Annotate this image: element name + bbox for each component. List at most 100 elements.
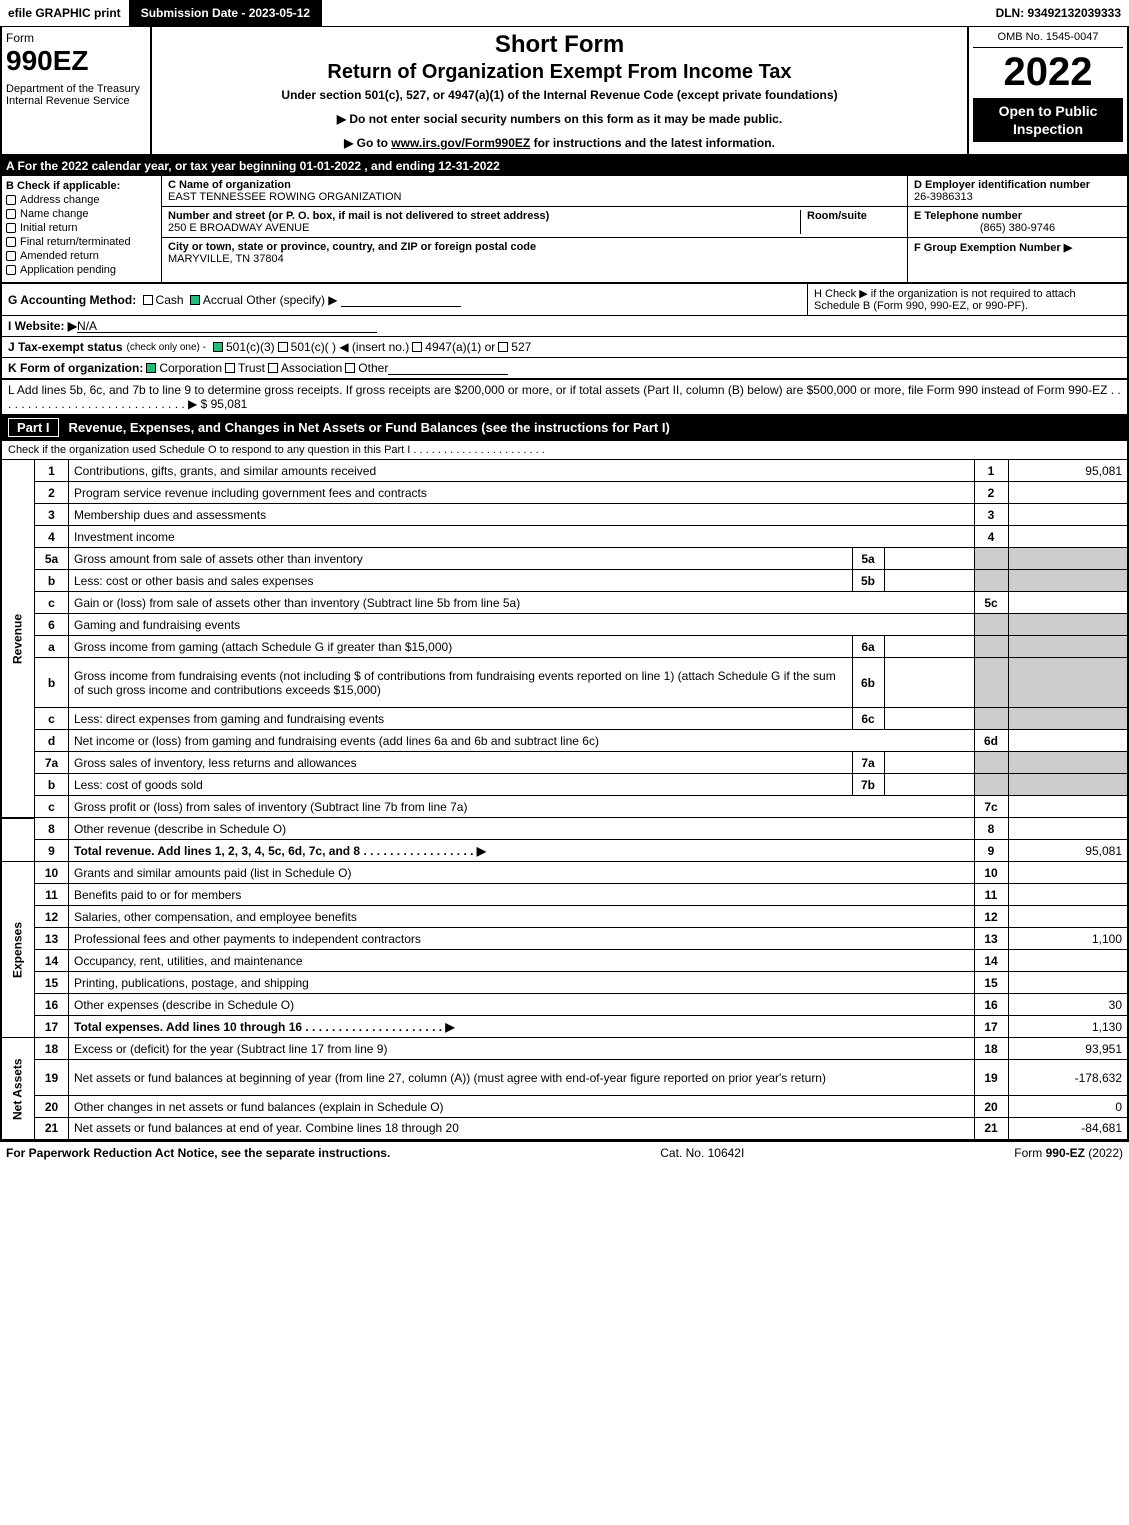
street-label: Number and street (or P. O. box, if mail… bbox=[168, 210, 549, 222]
efile-label: efile GRAPHIC print bbox=[0, 2, 129, 24]
line-1-amount: 95,081 bbox=[1008, 460, 1128, 482]
info-block: B Check if applicable: Address change Na… bbox=[0, 176, 1129, 284]
header-right: OMB No. 1545-0047 2022 Open to Public In… bbox=[967, 27, 1127, 154]
part-1-schedule-o-checkbox[interactable] bbox=[1109, 444, 1121, 456]
cb-application-pending[interactable]: Application pending bbox=[6, 264, 157, 276]
expenses-side-label: Expenses bbox=[1, 862, 35, 1038]
room-label: Room/suite bbox=[807, 210, 867, 222]
cb-association[interactable] bbox=[268, 363, 278, 373]
group-exemption-label: F Group Exemption Number ▶ bbox=[914, 241, 1121, 254]
line-6c-text: Less: direct expenses from gaming and fu… bbox=[69, 708, 853, 730]
line-8-text: Other revenue (describe in Schedule O) bbox=[69, 818, 975, 840]
cb-final-return[interactable]: Final return/terminated bbox=[6, 236, 157, 248]
form-number: 990EZ bbox=[6, 45, 146, 77]
cb-cash[interactable] bbox=[143, 295, 153, 305]
revenue-side-label: Revenue bbox=[1, 460, 35, 818]
line-19-text: Net assets or fund balances at beginning… bbox=[69, 1060, 975, 1096]
cb-initial-return[interactable]: Initial return bbox=[6, 222, 157, 234]
city-label: City or town, state or province, country… bbox=[168, 241, 536, 253]
line-6d-amount bbox=[1008, 730, 1128, 752]
org-name: EAST TENNESSEE ROWING ORGANIZATION bbox=[168, 191, 901, 203]
cb-4947[interactable] bbox=[412, 342, 422, 352]
short-form-title: Short Form bbox=[158, 31, 961, 59]
cb-corporation[interactable] bbox=[146, 363, 156, 373]
line-6-text: Gaming and fundraising events bbox=[69, 614, 975, 636]
cb-name-change[interactable]: Name change bbox=[6, 208, 157, 220]
tax-exempt-label: J Tax-exempt status bbox=[8, 340, 123, 354]
line-12-text: Salaries, other compensation, and employ… bbox=[69, 906, 975, 928]
part-1-pill: Part I bbox=[8, 418, 59, 437]
subtitle: Under section 501(c), 527, or 4947(a)(1)… bbox=[158, 88, 961, 102]
phone-value: (865) 380-9746 bbox=[914, 222, 1121, 234]
other-org-line[interactable] bbox=[388, 361, 508, 375]
cb-501c[interactable] bbox=[278, 342, 288, 352]
line-20-text: Other changes in net assets or fund bala… bbox=[69, 1096, 975, 1118]
line-18-amount: 93,951 bbox=[1008, 1038, 1128, 1060]
accounting-method-label: G Accounting Method: bbox=[8, 293, 136, 307]
line-16-text: Other expenses (describe in Schedule O) bbox=[69, 994, 975, 1016]
line-6a-text: Gross income from gaming (attach Schedul… bbox=[69, 636, 853, 658]
line-4-text: Investment income bbox=[69, 526, 975, 548]
row-g-h: G Accounting Method: Cash Accrual Other … bbox=[2, 284, 1127, 316]
line-7c-text: Gross profit or (loss) from sales of inv… bbox=[69, 796, 975, 818]
line-4-amount bbox=[1008, 526, 1128, 548]
cb-amended-return[interactable]: Amended return bbox=[6, 250, 157, 262]
line-7b-mini-amount bbox=[884, 774, 974, 796]
line-16-amount: 30 bbox=[1008, 994, 1128, 1016]
line-14-amount bbox=[1008, 950, 1128, 972]
line-6b-text: Gross income from fundraising events (no… bbox=[69, 658, 853, 708]
part-1-sub: Check if the organization used Schedule … bbox=[0, 441, 1129, 459]
website-label: I Website: ▶ bbox=[8, 319, 77, 333]
line-14-text: Occupancy, rent, utilities, and maintena… bbox=[69, 950, 975, 972]
open-inspection-badge: Open to Public Inspection bbox=[973, 98, 1123, 142]
line-6a-mini-amount bbox=[884, 636, 974, 658]
line-8-amount bbox=[1008, 818, 1128, 840]
section-a-bar: A For the 2022 calendar year, or tax yea… bbox=[0, 156, 1129, 176]
row-k: K Form of organization: Corporation Trus… bbox=[2, 358, 1127, 378]
footer-catalog: Cat. No. 10642I bbox=[660, 1146, 744, 1160]
part-1-table: Revenue 1 Contributions, gifts, grants, … bbox=[0, 459, 1129, 1141]
mid-rows: G Accounting Method: Cash Accrual Other … bbox=[0, 284, 1129, 380]
org-name-label: C Name of organization bbox=[168, 179, 291, 191]
line-13-text: Professional fees and other payments to … bbox=[69, 928, 975, 950]
line-7a-mini-amount bbox=[884, 752, 974, 774]
cb-501c3[interactable] bbox=[213, 342, 223, 352]
row-j: J Tax-exempt status (check only one) - 5… bbox=[2, 337, 1127, 358]
other-specify-line[interactable] bbox=[341, 293, 461, 307]
line-1-text: Contributions, gifts, grants, and simila… bbox=[69, 460, 975, 482]
irs-link[interactable]: www.irs.gov/Form990EZ bbox=[391, 136, 530, 150]
phone-label: E Telephone number bbox=[914, 210, 1121, 222]
cb-address-change[interactable]: Address change bbox=[6, 194, 157, 206]
city-value: MARYVILLE, TN 37804 bbox=[168, 253, 901, 265]
cb-trust[interactable] bbox=[225, 363, 235, 373]
line-20-amount: 0 bbox=[1008, 1096, 1128, 1118]
cb-other-org[interactable] bbox=[345, 363, 355, 373]
tax-year: 2022 bbox=[973, 52, 1123, 92]
line-5c-amount bbox=[1008, 592, 1128, 614]
cb-accrual[interactable] bbox=[190, 295, 200, 305]
line-2-amount bbox=[1008, 482, 1128, 504]
line-11-text: Benefits paid to or for members bbox=[69, 884, 975, 906]
line-6c-mini-amount bbox=[884, 708, 974, 730]
line-17-amount: 1,130 bbox=[1008, 1016, 1128, 1038]
line-5a-mini-amount bbox=[884, 548, 974, 570]
line-7c-amount bbox=[1008, 796, 1128, 818]
form-org-label: K Form of organization: bbox=[8, 361, 143, 375]
header-center: Short Form Return of Organization Exempt… bbox=[152, 27, 967, 154]
line-11-amount bbox=[1008, 884, 1128, 906]
line-7b-text: Less: cost of goods sold bbox=[69, 774, 853, 796]
footer-left: For Paperwork Reduction Act Notice, see … bbox=[6, 1146, 390, 1160]
line-7a-text: Gross sales of inventory, less returns a… bbox=[69, 752, 853, 774]
line-9-text: Total revenue. Add lines 1, 2, 3, 4, 5c,… bbox=[69, 840, 975, 862]
website-value: N/A bbox=[77, 319, 377, 333]
section-def: D Employer identification number 26-3986… bbox=[907, 176, 1127, 282]
submission-date-badge: Submission Date - 2023-05-12 bbox=[129, 0, 322, 26]
note-2-post: for instructions and the latest informat… bbox=[530, 136, 775, 150]
cb-527[interactable] bbox=[498, 342, 508, 352]
line-21-amount: -84,681 bbox=[1008, 1118, 1128, 1140]
line-13-amount: 1,100 bbox=[1008, 928, 1128, 950]
part-1-title: Revenue, Expenses, and Changes in Net As… bbox=[69, 420, 670, 435]
line-19-amount: -178,632 bbox=[1008, 1060, 1128, 1096]
line-5c-text: Gain or (loss) from sale of assets other… bbox=[69, 592, 975, 614]
line-5b-mini-amount bbox=[884, 570, 974, 592]
